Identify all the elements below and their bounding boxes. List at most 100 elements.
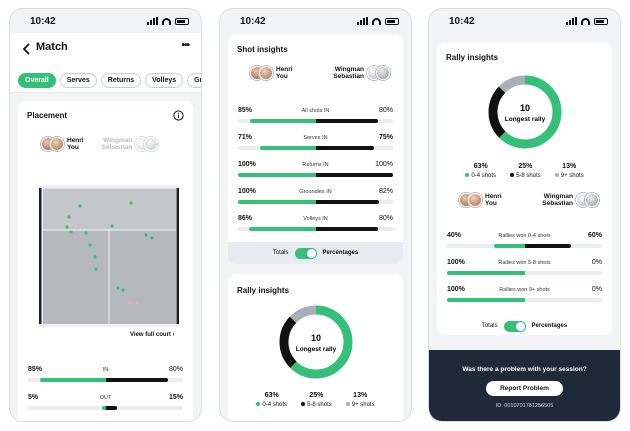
stat-bar-right-fill	[315, 200, 380, 204]
player2-name: Wingman Sebastian	[101, 137, 133, 151]
tab-volleys[interactable]: Volleys	[145, 73, 184, 88]
signal-icon	[147, 17, 158, 25]
player2-avatars	[367, 66, 390, 80]
rally-legend: 63% 0-4 shots 25% 5-8 shots 13% 9+ shots	[437, 163, 612, 179]
shot-insights-card: Shot insights Henri You Wingman Sebastian …	[228, 35, 403, 264]
stat-bar	[28, 406, 183, 410]
stat-bar-right-fill	[315, 119, 378, 123]
stat-row: 5% OUT 15%	[28, 394, 183, 416]
stat-bar-left-fill	[260, 146, 316, 150]
stat-left-value: 86%	[238, 215, 253, 222]
legend-pct: 13%	[353, 392, 368, 399]
legend-label-row: 5-8 shots	[510, 173, 541, 179]
stat-left-value: 5%	[28, 394, 39, 401]
legend-dot	[301, 402, 306, 406]
shot-marker	[67, 215, 71, 219]
avatar	[144, 137, 159, 151]
rally-insights-card: Rally insights 10 Longest rally 63% 0-4 s…	[228, 274, 403, 421]
stat-right-value: 0%	[591, 259, 602, 266]
stat-row: 100% Rallies won 5-8 shots 0%	[447, 259, 602, 281]
legend-label: 5-8 shots	[307, 402, 332, 408]
stat-label: Rallies won 0-4 shots	[498, 233, 551, 239]
player1-avatars	[250, 66, 273, 80]
legend-label-row: 9+ shots	[345, 402, 375, 408]
percentages-toggle[interactable]	[503, 320, 526, 332]
player-header: Henri You Wingman Sebastian	[459, 193, 599, 207]
stat-bar-right-fill	[105, 406, 118, 410]
tab-bar: OverallServesReturnsVolleysGrou	[10, 67, 201, 93]
shot-marker	[116, 286, 120, 290]
stat-bar	[238, 173, 393, 177]
legend-item: 25% 5-8 shots	[510, 163, 541, 179]
legend-label-row: 5-8 shots	[301, 402, 332, 408]
stat-bar-left-fill	[493, 244, 525, 248]
donut-value: 10	[520, 103, 530, 113]
donut-segment	[488, 75, 562, 149]
stat-right-value: 15%	[168, 394, 183, 401]
stat-label: Rallies won 5-8 shots	[498, 260, 551, 266]
view-full-court-link[interactable]: View full court ›	[130, 332, 175, 338]
info-icon[interactable]	[173, 108, 184, 126]
percentages-toggle[interactable]	[294, 247, 317, 259]
status-icons	[566, 17, 608, 25]
stat-row: 100% Returns IN 100%	[238, 161, 393, 183]
stat-row: 85% All shots IN 80%	[238, 107, 393, 129]
avatar	[376, 66, 390, 80]
stat-label: OUT	[99, 395, 112, 401]
stat-label: Groundies IN	[299, 189, 332, 195]
stat-bar-right-fill	[105, 378, 168, 382]
stat-bar-left-fill	[447, 298, 525, 302]
stat-bar-left-fill	[248, 227, 316, 231]
stat-left-value: 85%	[28, 366, 43, 373]
legend-label: 0-4 shots	[471, 173, 497, 179]
session-id: ID: 0010701781256505	[495, 403, 554, 409]
stat-bar-right-fill	[315, 173, 393, 177]
stat-left-value: 100%	[447, 286, 465, 293]
avatar	[50, 137, 64, 151]
phone-screen-match: 10:42 Match ••• Overall Serves Returns Voll…	[9, 8, 202, 422]
stat-right-value: 100%	[375, 161, 393, 168]
stat-right-value: 80%	[378, 215, 393, 222]
tab-serves[interactable]: Serves	[59, 73, 97, 88]
shot-marker	[128, 301, 132, 305]
tab-overall[interactable]: Overall	[18, 73, 56, 88]
stat-right-value: 80%	[378, 107, 393, 114]
nav-header: Match •••	[10, 33, 201, 67]
placement-title: Placement	[27, 111, 68, 120]
status-icons	[357, 17, 399, 25]
status-time: 10:42	[240, 15, 266, 27]
report-footer: Was there a problem with your session? R…	[429, 350, 620, 421]
rally-insights-title: Rally insights	[237, 286, 290, 295]
stat-bar	[238, 200, 393, 204]
problem-prompt: Was there a problem with your session?	[462, 366, 587, 373]
stat-bar-left-fill	[39, 378, 106, 382]
legend-dot	[465, 173, 470, 177]
legend-label: 9+ shots	[351, 402, 375, 408]
stat-row: 86% Volleys IN 80%	[238, 215, 393, 237]
legend-item: 25% 5-8 shots	[301, 392, 332, 408]
status-bar: 10:42	[10, 9, 201, 33]
shot-marker	[69, 230, 73, 234]
player2-avatars[interactable]	[135, 137, 159, 151]
rally-donut-chart: 10 Longest rally	[279, 305, 353, 379]
wifi-icon	[581, 17, 590, 25]
stat-bar-right-fill	[315, 146, 374, 150]
stat-bar-left-fill	[238, 173, 316, 177]
more-menu-icon[interactable]: •••	[181, 40, 189, 51]
report-problem-button[interactable]: Report Problem	[486, 381, 563, 396]
stat-label: Serves IN	[303, 135, 328, 141]
battery-icon	[175, 17, 189, 25]
tab-grou[interactable]: Grou	[187, 73, 201, 88]
player2-name: Wingman Sebastian	[333, 66, 364, 80]
tab-returns[interactable]: Returns	[100, 73, 142, 88]
stat-row: 100% Groundies IN 82%	[238, 188, 393, 210]
stat-bar-right-fill	[524, 244, 571, 248]
legend-dot	[345, 402, 350, 406]
legend-dot	[510, 173, 515, 177]
back-button[interactable]	[22, 42, 32, 55]
player1-avatars[interactable]	[41, 137, 64, 151]
wifi-icon	[162, 17, 171, 25]
donut-label: Longest rally	[505, 116, 546, 123]
battery-icon	[385, 17, 399, 25]
donut-segment	[279, 305, 353, 379]
